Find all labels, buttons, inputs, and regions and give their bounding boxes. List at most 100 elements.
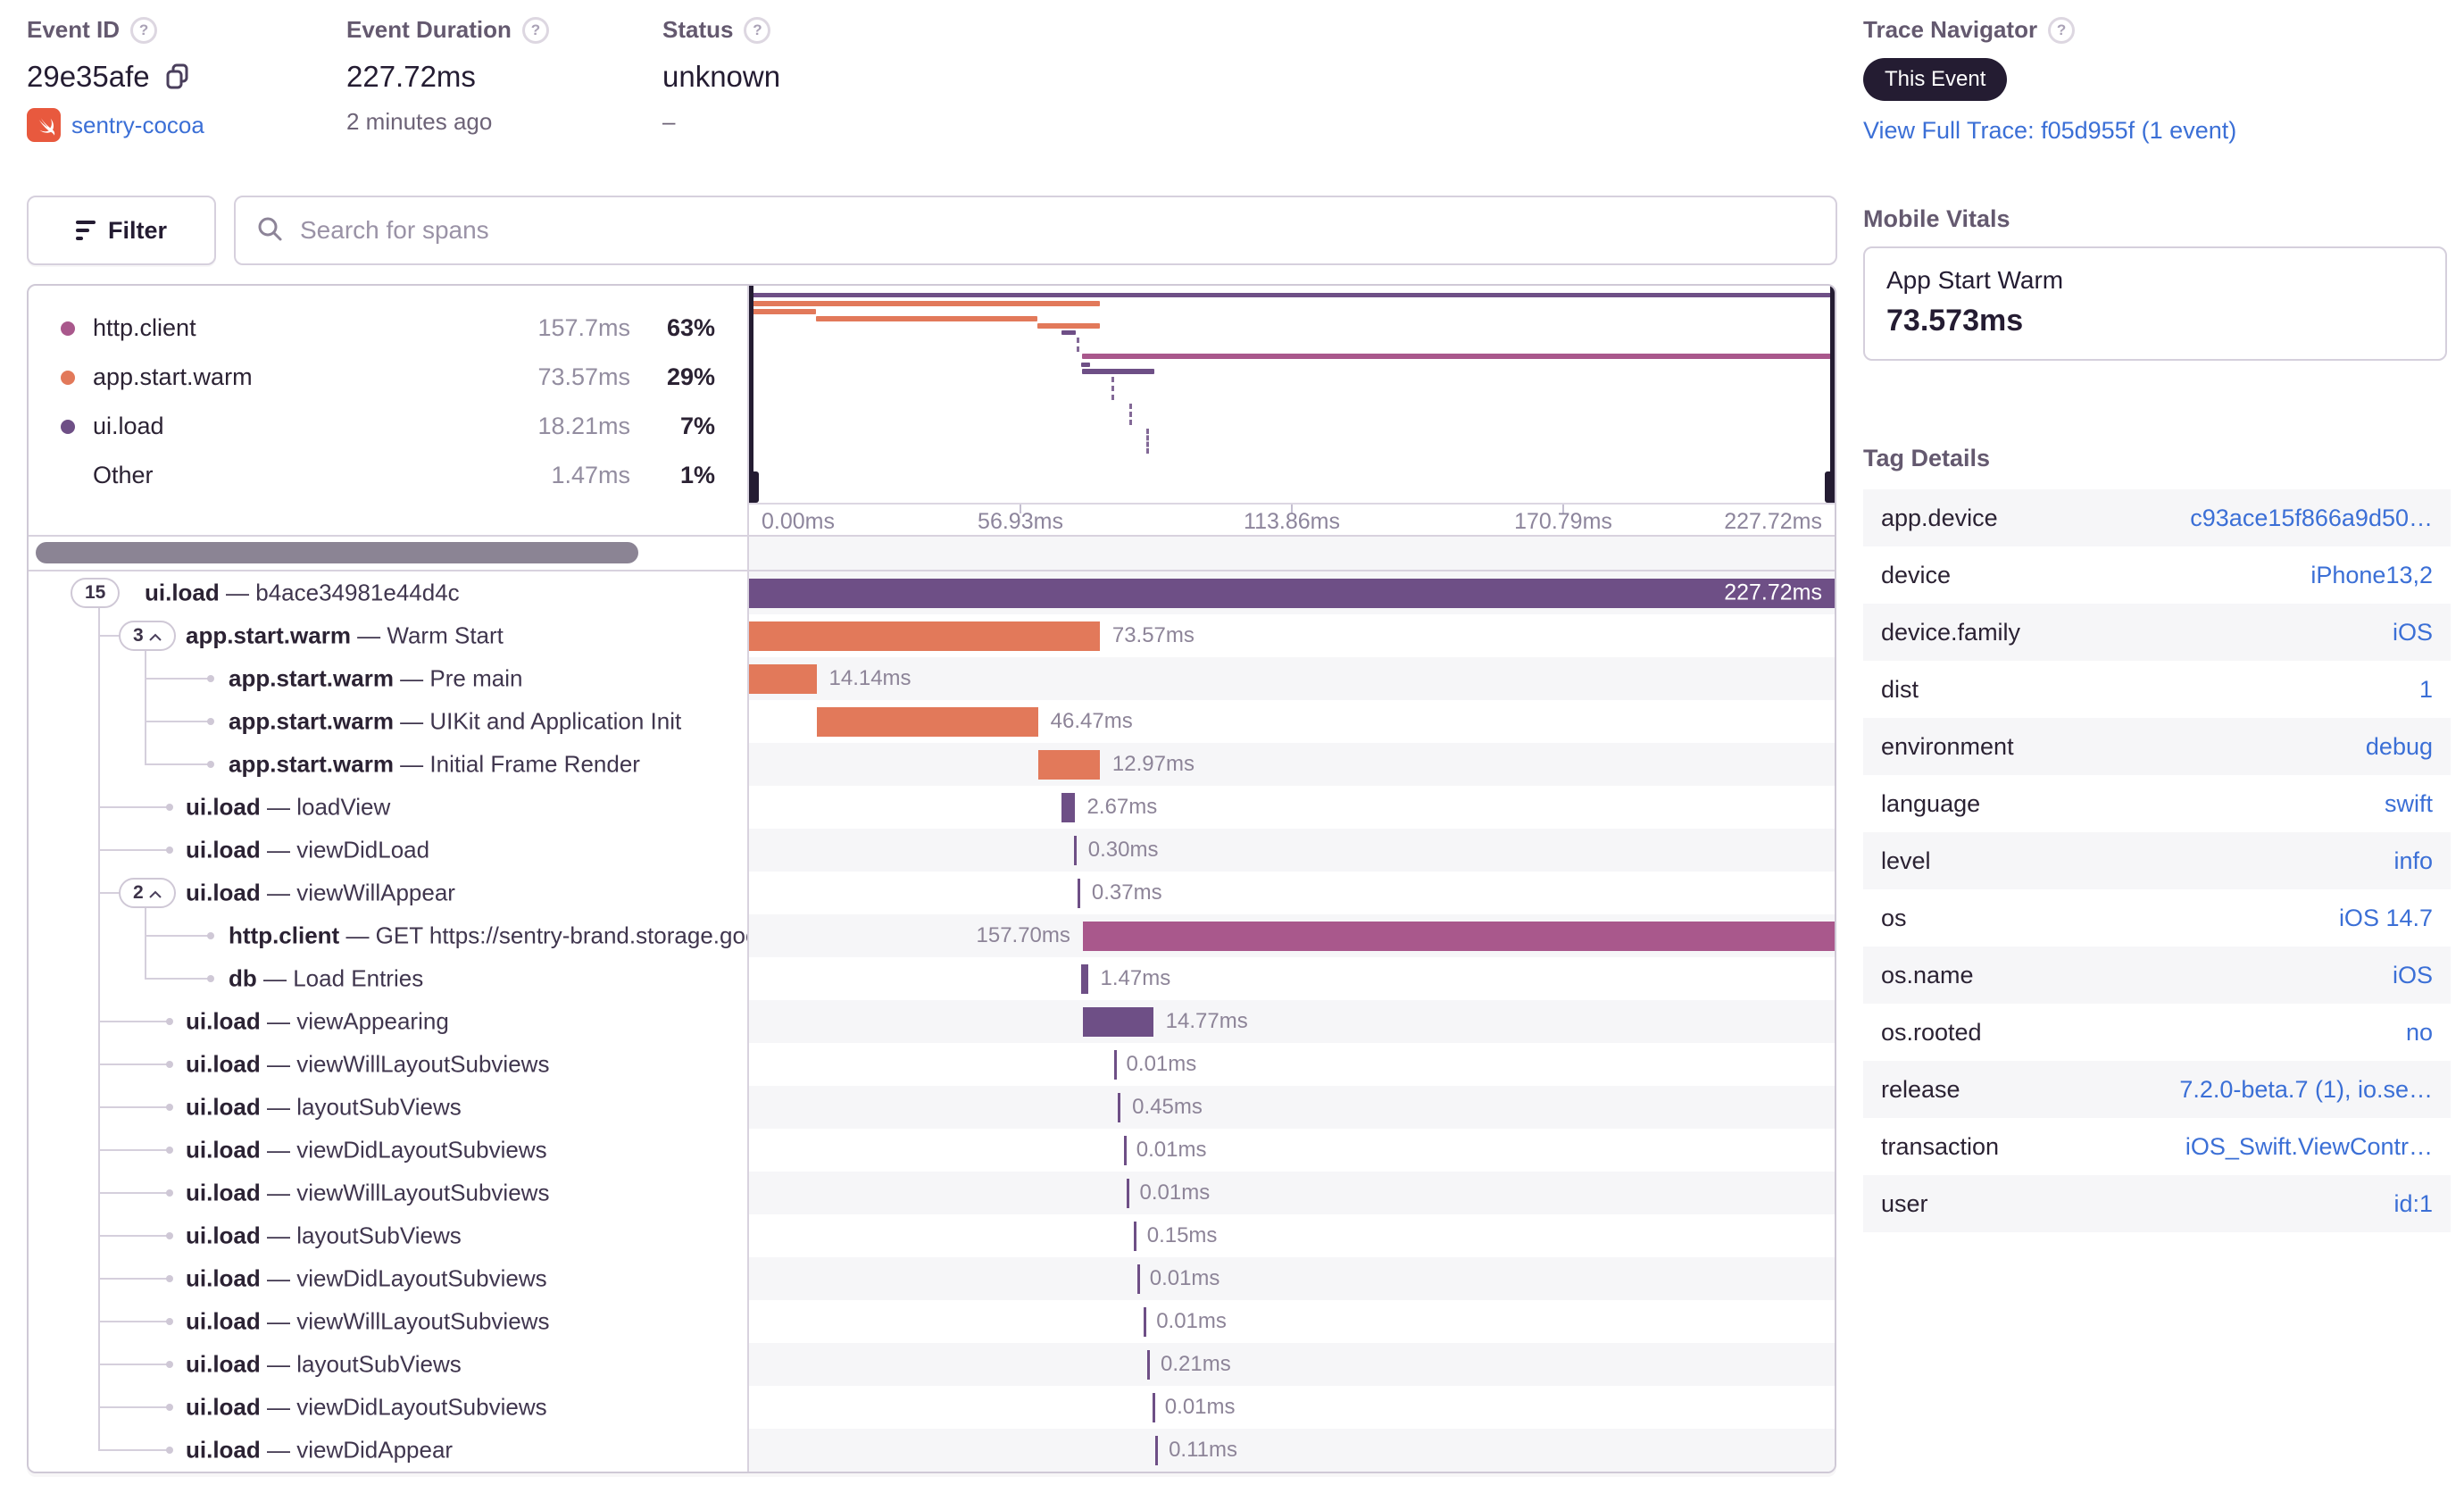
span-toolbar: Filter [27,196,1837,265]
span-description: — Pre main [393,664,523,692]
span-name: ui.load — loadView [186,794,390,822]
span-op: app.start.warm [229,664,394,692]
tree-scrollbar-thumb[interactable] [36,542,638,563]
span-tree-cell: ui.load — viewWillLayoutSubviews [29,1300,749,1343]
span-tree-row[interactable]: ui.load — layoutSubViews 0.21ms [29,1343,1835,1386]
span-count-badge[interactable]: 15 [71,578,121,608]
span-op: ui.load [186,1436,261,1464]
span-bar-cell: 73.57ms [749,614,1835,657]
span-description: — Load Entries [256,964,424,992]
span-tree-cell: ui.load — viewDidLayoutSubviews [29,1386,749,1429]
trace-minimap[interactable] [749,286,1835,503]
span-tree-row[interactable]: app.start.warm — Warm Start 3 73.57ms [29,614,1835,657]
tag-value-link[interactable]: iOS 14.7 [2338,904,2433,931]
legend-op-percent: 7% [679,413,715,439]
span-count-badge[interactable]: 3 [119,621,176,651]
help-icon[interactable]: ? [130,16,158,44]
help-icon[interactable]: ? [2048,16,2076,44]
span-count-number: 2 [133,882,144,903]
span-tree-row[interactable]: app.start.warm — Initial Frame Render 12.… [29,743,1835,786]
project-link[interactable]: sentry-cocoa [71,111,204,138]
tag-row: os.name iOS [1863,947,2451,1004]
minimap-left-handle[interactable] [749,286,753,473]
span-tree-row[interactable]: ui.load — viewWillLayoutSubviews 0.01ms [29,1043,1835,1086]
copy-icon[interactable] [162,62,193,92]
legend-item[interactable]: http.client 157.7ms 63% [29,304,747,353]
span-tree-row[interactable]: app.start.warm — Pre main 14.14ms [29,657,1835,700]
span-tree-row[interactable]: ui.load — loadView 2.67ms [29,786,1835,829]
help-icon[interactable]: ? [744,16,771,44]
tag-value-link[interactable]: 7.2.0-beta.7 (1), io.se… [2179,1075,2433,1103]
span-tree-cell: ui.load — layoutSubViews [29,1214,749,1257]
span-tree-row[interactable]: db — Load Entries 1.47ms [29,957,1835,1000]
tag-value-link[interactable]: iOS [2392,618,2433,646]
span-tree-row[interactable]: ui.load — viewWillAppear 2 0.37ms [29,872,1835,914]
span-duration-label: 0.45ms [1132,1095,1203,1119]
minimap-span-bar [749,293,1835,297]
legend-color-dot [61,370,75,385]
span-tree-cell: ui.load — viewDidLoad [29,829,749,872]
span-count-badge[interactable]: 2 [119,878,176,908]
span-tree-row[interactable]: ui.load — viewDidLayoutSubviews 0.01ms [29,1386,1835,1429]
span-tree-row[interactable]: ui.load — viewWillLayoutSubviews 0.01ms [29,1172,1835,1214]
filter-button[interactable]: Filter [27,196,216,265]
span-tree-row[interactable]: ui.load — viewDidLoad 0.30ms [29,829,1835,872]
span-op: ui.load [186,793,261,821]
span-tree-row[interactable]: ui.load — b4ace34981e44d4c 15 227.72ms [29,571,1835,614]
legend-item[interactable]: ui.load 18.21ms 7% [29,402,747,451]
minimap-span-connector [1146,429,1150,454]
minimap-span-bar [1082,354,1835,359]
span-duration-label: 46.47ms [1050,709,1133,733]
span-tree-cell: db — Load Entries [29,957,749,1000]
tag-row: transaction iOS_Swift.ViewContr… [1863,1118,2451,1175]
span-op: ui.load [186,1093,261,1121]
span-duration-bar [1082,922,1835,951]
view-full-trace-link[interactable]: View Full Trace: f05d955f (1 event) [1863,117,2237,144]
span-bar-cell: 0.45ms [749,1086,1835,1129]
tag-row: environment debug [1863,718,2451,775]
span-duration-bar [1082,1007,1153,1037]
span-tree-row[interactable]: ui.load — viewWillLayoutSubviews 0.01ms [29,1300,1835,1343]
span-tree-row[interactable]: ui.load — layoutSubViews 0.45ms [29,1086,1835,1129]
span-tree-row[interactable]: app.start.warm — UIKit and Application I… [29,700,1835,743]
span-tree-row[interactable]: ui.load — layoutSubViews 0.15ms [29,1214,1835,1257]
tag-key: release [1881,1075,1960,1103]
minimap-right-grip[interactable] [1825,471,1835,503]
tag-key: transaction [1881,1132,2000,1160]
span-tree-row[interactable]: ui.load — viewDidLayoutSubviews 0.01ms [29,1257,1835,1300]
tag-value-link[interactable]: id:1 [2393,1189,2433,1217]
help-icon[interactable]: ? [521,16,549,44]
span-tree-row[interactable]: ui.load — viewAppearing 14.77ms [29,1000,1835,1043]
tag-value-link[interactable]: iOS_Swift.ViewContr… [2185,1132,2433,1160]
span-duration-bar [749,579,1835,608]
tag-value-link[interactable]: iOS [2392,961,2433,988]
mobile-vitals-card: App Start Warm 73.573ms [1863,246,2447,361]
span-duration-bar [1074,836,1078,865]
minimap-right-handle[interactable] [1830,286,1835,473]
tag-value-link[interactable]: iPhone13,2 [2310,561,2433,588]
tree-scrollbar-track [29,537,749,570]
span-op: ui.load [186,1393,261,1421]
legend-item[interactable]: app.start.warm 73.57ms 29% [29,353,747,402]
tag-value-link[interactable]: debug [2365,732,2433,760]
span-name: app.start.warm — Initial Frame Render [229,751,640,779]
tag-value-link[interactable]: no [2405,1018,2433,1046]
filter-button-label: Filter [107,216,167,244]
span-tree-row[interactable]: ui.load — viewDidAppear 0.11ms [29,1429,1835,1472]
span-tree-cell: app.start.warm — Warm Start 3 [29,614,749,657]
tag-value-link[interactable]: info [2393,847,2433,874]
span-duration-bar [1037,750,1100,780]
legend-item[interactable]: Other 1.47ms 1% [29,451,747,500]
span-tree-row[interactable]: http.client — GET https://sentry-brand.s… [29,914,1835,957]
minimap-left-grip[interactable] [749,471,759,503]
tag-value-link[interactable]: c93ace15f866a9d50… [2190,504,2433,531]
span-op: app.start.warm [186,621,351,649]
span-name: http.client — GET https://sentry-brand.s… [229,922,747,950]
tag-value-link[interactable]: swift [2385,789,2433,817]
span-description: — viewDidAppear [260,1436,454,1464]
search-input[interactable] [298,215,1816,246]
span-op: http.client [229,922,340,949]
tag-value-link[interactable]: 1 [2418,675,2433,703]
span-duration-bar [1113,1050,1117,1080]
span-tree-row[interactable]: ui.load — viewDidLayoutSubviews 0.01ms [29,1129,1835,1172]
